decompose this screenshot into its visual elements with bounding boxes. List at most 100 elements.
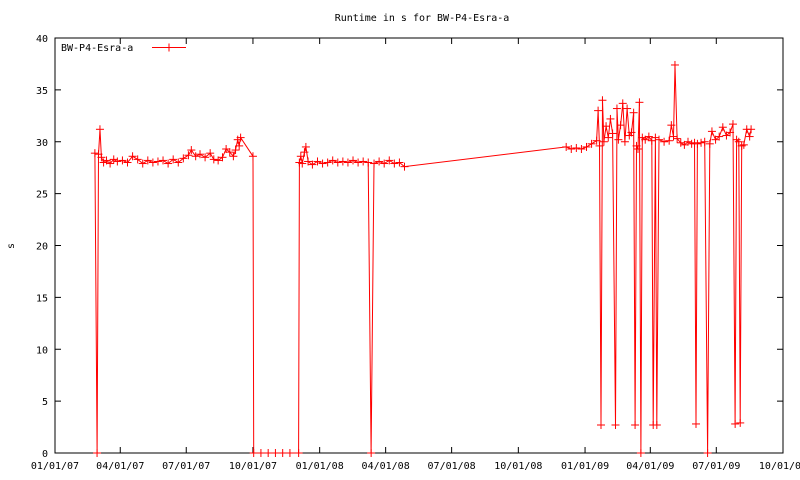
data-point <box>582 142 591 151</box>
data-point <box>618 99 627 108</box>
data-point <box>231 146 240 155</box>
data-point <box>148 158 157 167</box>
data-point <box>700 137 709 146</box>
data-point <box>691 419 700 428</box>
legend-label: BW-P4-Esra-a <box>61 43 133 54</box>
data-point <box>587 139 596 148</box>
data-point <box>669 132 678 141</box>
data-point <box>308 160 317 169</box>
data-point <box>734 137 743 146</box>
data-point <box>248 152 257 161</box>
x-tick-label: 07/01/09 <box>692 461 740 472</box>
data-point <box>567 145 576 154</box>
data-point <box>623 104 632 113</box>
data-point <box>164 159 173 168</box>
data-point <box>343 158 352 167</box>
data-point <box>138 159 147 168</box>
data-point <box>732 135 741 144</box>
data-point <box>333 158 342 167</box>
data-point <box>592 136 601 145</box>
data-point <box>604 133 613 142</box>
x-tick-label: 01/01/08 <box>296 461 344 472</box>
data-point <box>598 96 607 105</box>
series-bw-p4-esra-a <box>90 60 756 457</box>
x-tick-label: 10/01/07 <box>229 461 277 472</box>
data-point <box>390 159 399 168</box>
data-point <box>359 157 368 166</box>
data-point <box>611 420 620 429</box>
data-point <box>106 159 115 168</box>
data-point <box>636 449 645 457</box>
data-point <box>670 60 679 69</box>
x-axis: 01/01/07 04/01/07 07/01/07 10/01/07 01/01/08… <box>31 38 800 472</box>
y-tick-label: 25 <box>36 190 48 201</box>
x-tick-label: 01/01/07 <box>31 461 79 472</box>
data-point <box>209 155 218 164</box>
x-tick-label: 10/01/08 <box>494 461 542 472</box>
data-point <box>715 132 724 141</box>
data-point <box>577 145 586 154</box>
data-point <box>90 149 99 158</box>
data-point <box>616 121 625 130</box>
data-point <box>705 139 714 148</box>
y-axis: 0 5 10 15 20 25 30 35 40 <box>36 34 783 460</box>
data-point <box>620 137 629 146</box>
data-point <box>179 154 188 163</box>
data-point <box>606 114 615 123</box>
data-point <box>693 139 702 148</box>
y-tick-label: 10 <box>36 345 48 356</box>
x-tick-label: 04/01/09 <box>626 461 674 472</box>
data-point <box>644 132 653 141</box>
data-point <box>635 98 644 107</box>
data-point <box>118 156 127 165</box>
data-point <box>652 420 661 429</box>
x-tick-label: 07/01/07 <box>162 461 210 472</box>
data-point <box>128 152 137 161</box>
data-point <box>191 152 200 161</box>
data-point <box>196 150 205 159</box>
data-point <box>174 158 183 167</box>
data-point <box>187 146 196 155</box>
data-point <box>614 135 623 144</box>
data-point <box>93 449 102 457</box>
data-point <box>256 449 265 457</box>
data-point <box>697 138 706 147</box>
legend: BW-P4-Esra-a <box>61 43 186 54</box>
data-point <box>684 137 693 146</box>
data-point <box>278 449 287 457</box>
data-point <box>608 129 617 138</box>
series-points <box>90 60 756 457</box>
data-point <box>225 148 234 157</box>
data-point <box>731 419 740 428</box>
data-point <box>298 159 307 168</box>
data-point <box>229 152 238 161</box>
data-point <box>349 156 358 165</box>
data-point <box>201 153 210 162</box>
y-tick-label: 5 <box>42 397 48 408</box>
data-point <box>97 153 106 162</box>
data-point <box>95 125 104 134</box>
data-point <box>169 155 178 164</box>
data-point <box>313 157 322 166</box>
data-point <box>599 137 608 146</box>
data-point <box>651 133 660 142</box>
data-point <box>304 157 313 166</box>
data-point <box>264 449 273 457</box>
x-tick-label: 04/01/08 <box>362 461 410 472</box>
data-point <box>367 449 376 457</box>
y-tick-label: 0 <box>42 449 48 460</box>
data-point <box>249 449 258 457</box>
data-point <box>739 140 748 149</box>
data-point <box>597 420 605 429</box>
data-point <box>294 449 303 457</box>
data-point <box>633 145 642 154</box>
y-tick-label: 30 <box>36 138 48 149</box>
data-point <box>747 125 756 134</box>
data-point <box>736 418 745 427</box>
data-point <box>109 155 118 164</box>
data-point <box>602 122 611 131</box>
data-point <box>354 158 363 167</box>
data-point <box>235 141 244 150</box>
data-point <box>629 108 638 117</box>
